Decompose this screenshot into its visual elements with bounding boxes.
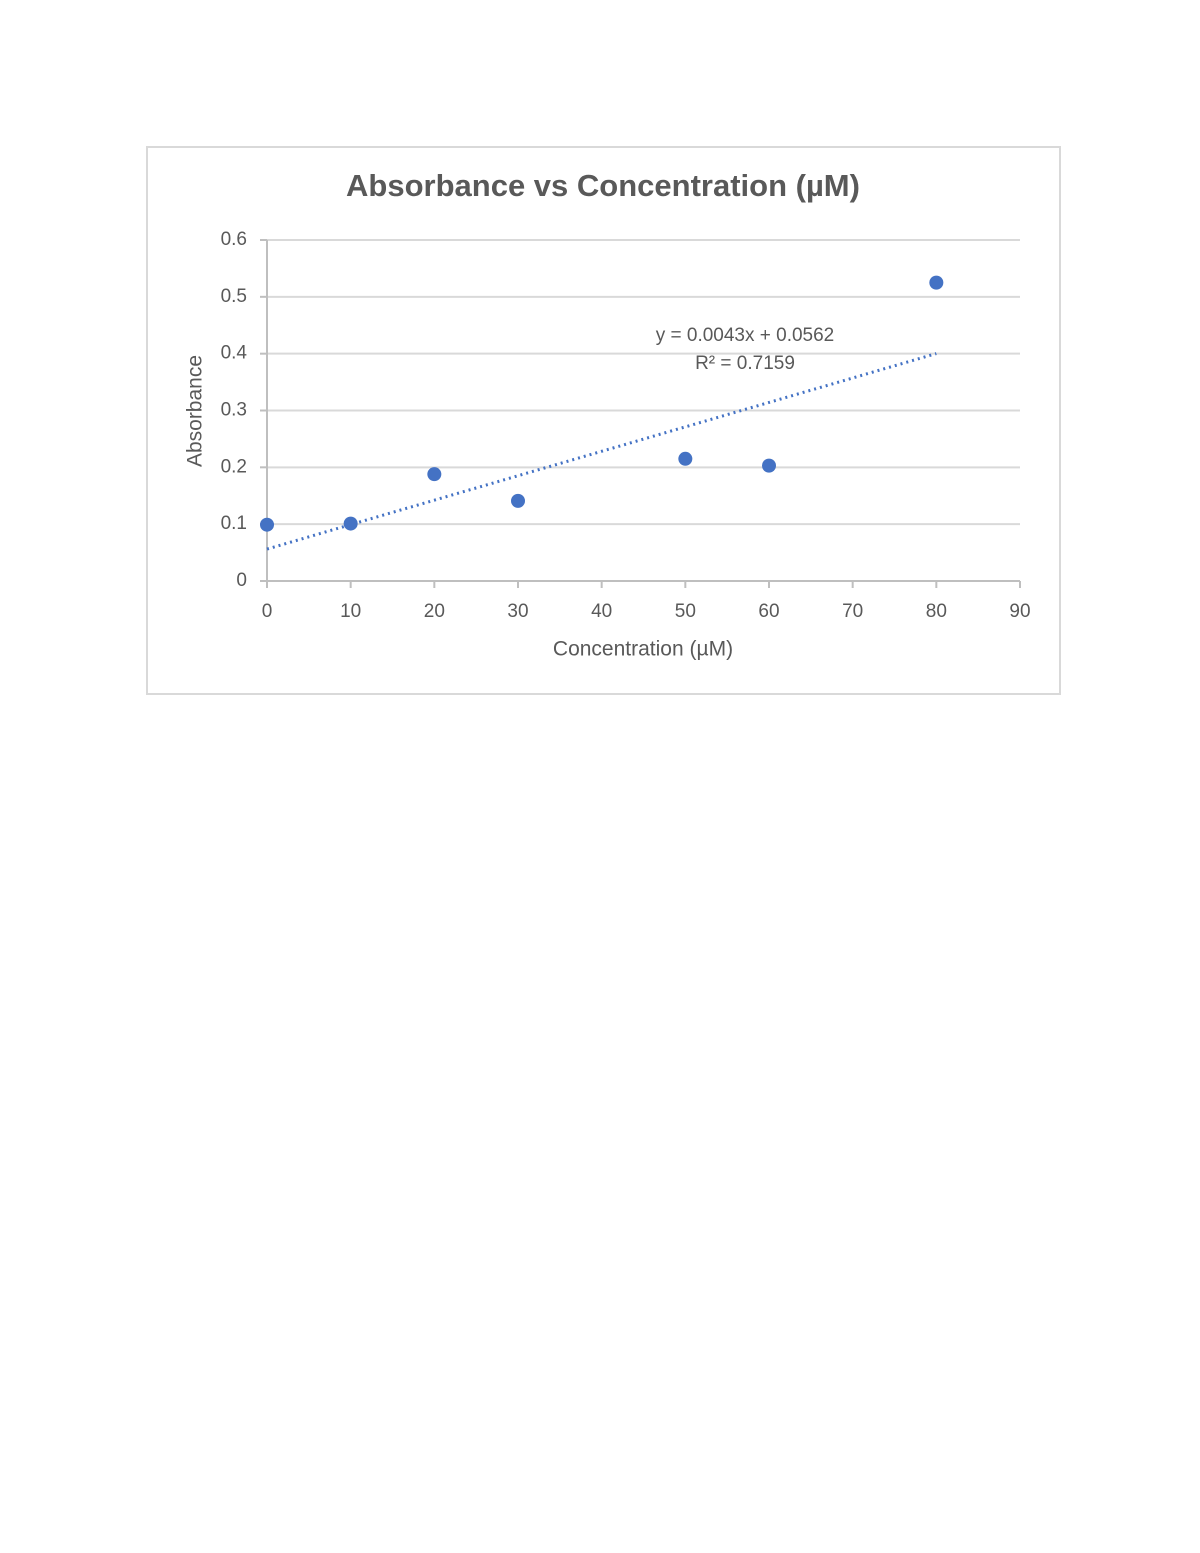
x-tick-label: 20 (424, 601, 445, 622)
trendline (266, 352, 937, 551)
data-point (762, 458, 776, 473)
y-axis-title: Absorbance (184, 355, 207, 467)
data-point (511, 493, 525, 508)
chart-frame (146, 146, 1061, 695)
x-tick-label: 60 (758, 601, 779, 622)
chart-title: Absorbance vs Concentration (µM) (346, 168, 860, 203)
y-tick-label: 0.1 (221, 513, 247, 534)
data-point (260, 517, 274, 532)
trendline-equation: y = 0.0043x + 0.0562 (656, 325, 835, 346)
x-tick-label: 10 (340, 601, 361, 622)
x-tick-label: 80 (926, 601, 947, 622)
x-tick-label: 0 (262, 601, 273, 622)
data-point (343, 516, 358, 531)
y-tick-label: 0 (236, 570, 247, 591)
x-axis-title: Concentration (µM) (553, 638, 733, 661)
data-point (929, 275, 944, 290)
x-tick-label: 30 (507, 601, 528, 622)
y-tick-label: 0.6 (221, 229, 247, 250)
x-tick-label: 40 (591, 601, 612, 622)
y-tick-label: 0.3 (221, 400, 247, 421)
y-tick-label: 0.5 (221, 286, 247, 307)
y-tick-label: 0.4 (221, 343, 248, 364)
y-tick-label: 0.2 (221, 456, 247, 477)
x-tick-label: 90 (1009, 601, 1030, 622)
trendline-r-squared: R² = 0.7159 (695, 353, 795, 374)
x-tick-label: 70 (842, 601, 863, 622)
data-point (678, 451, 693, 466)
data-point (427, 467, 442, 482)
x-tick-label: 50 (675, 601, 696, 622)
